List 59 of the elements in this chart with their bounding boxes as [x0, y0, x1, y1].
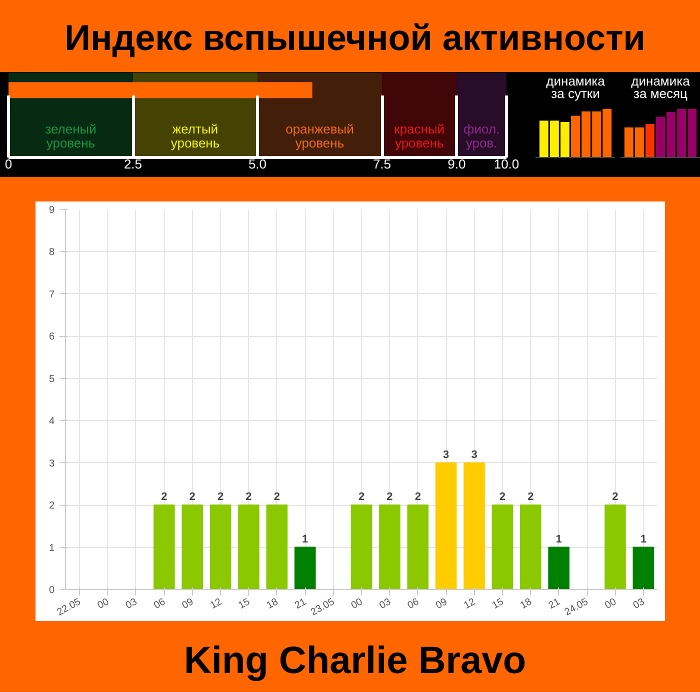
band-label: фиол. уров.	[464, 121, 500, 151]
x-tick-label: 03	[124, 596, 140, 612]
x-tick-label: 00	[96, 596, 112, 612]
y-tick-label: 9	[48, 205, 55, 216]
data-label: 2	[246, 491, 252, 504]
x-tick-label: 0	[4, 156, 12, 172]
x-tick-label: 09	[434, 596, 450, 612]
x-tick-label: 2.5	[124, 156, 142, 172]
data-label: 2	[358, 491, 365, 504]
chart-title: динамика за месяц	[631, 73, 691, 102]
x-tick-label: 10.0	[494, 156, 520, 172]
data-label: 2	[274, 491, 280, 504]
data-label: 2	[612, 491, 618, 504]
data-label: 2	[499, 491, 506, 504]
y-tick-label: 1	[48, 542, 55, 554]
y-tick-label: 7	[48, 289, 55, 300]
data-label: 3	[443, 448, 450, 461]
x-tick-label: 12	[462, 596, 478, 612]
chart-title: динамика за сутки	[546, 73, 606, 102]
x-tick-label: 21	[546, 596, 562, 612]
data-label: 3	[471, 448, 478, 461]
x-tick-label: 18	[265, 596, 280, 612]
y-tick-label: 2	[48, 500, 55, 512]
x-tick-label: 7.5	[372, 156, 392, 172]
data-label: 2	[161, 491, 168, 504]
y-tick-label: 6	[48, 332, 55, 343]
data-label: 2	[528, 491, 534, 504]
data-label: 1	[302, 533, 308, 546]
x-tick-label: 06	[406, 596, 422, 612]
x-tick-label: 12	[208, 596, 224, 612]
x-tick-label: 9.0	[448, 156, 466, 172]
x-tick-label: 03	[631, 596, 647, 612]
y-tick-label: 8	[48, 247, 55, 258]
band-label: желтый уровень	[170, 121, 220, 151]
x-tick-label: 09	[180, 596, 196, 612]
x-tick-label: 03	[378, 596, 394, 612]
x-tick-label: 18	[518, 596, 534, 612]
x-tick-label: 5.0	[248, 156, 267, 172]
y-tick-label: 0	[48, 585, 55, 596]
text: King Charlie Bravo	[184, 639, 526, 684]
y-tick-label: 3	[48, 458, 55, 470]
x-tick-label: 00	[350, 596, 365, 612]
data-label: 1	[556, 533, 562, 546]
band-label: красный уровень	[394, 121, 445, 151]
band-label: оранжевый уровень	[286, 121, 354, 151]
data-label: 1	[640, 533, 646, 546]
band-label: зеленый уровень	[45, 121, 96, 151]
chart-title: Индекс вспышечной активности	[64, 16, 646, 60]
data-label: 2	[217, 491, 224, 504]
y-tick-label: 4	[48, 416, 55, 428]
x-tick-label: 00	[603, 596, 619, 612]
data-label: 2	[386, 491, 393, 504]
x-tick-label: 15	[490, 596, 506, 612]
data-label: 2	[414, 491, 421, 504]
x-tick-label: 15	[236, 596, 252, 612]
x-tick-label: 06	[152, 596, 168, 612]
y-tick-label: 5	[48, 374, 55, 385]
x-tick-label: 21	[293, 596, 309, 612]
data-label: 2	[189, 491, 196, 504]
